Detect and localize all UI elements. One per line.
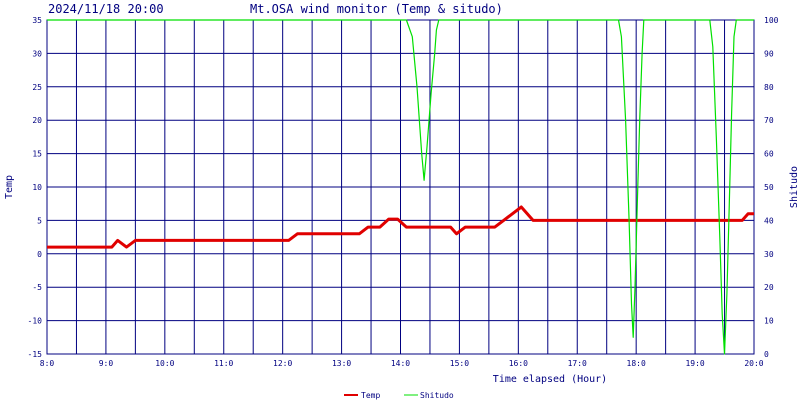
left-axis-ticks: -15 -10 -5 0 5 10 15 20 25 30 35 bbox=[28, 16, 43, 359]
y-axis-left-label: Temp bbox=[4, 175, 15, 199]
y-left-tick-label: 0 bbox=[37, 250, 42, 259]
y-left-tick-label: 15 bbox=[32, 150, 42, 159]
y-left-tick-label: 30 bbox=[32, 49, 42, 58]
y-right-tick-label: 20 bbox=[764, 283, 774, 292]
y-left-tick-label: 35 bbox=[32, 16, 42, 25]
x-tick-label: 17:0 bbox=[568, 359, 587, 368]
y-right-tick-label: 70 bbox=[764, 116, 774, 125]
y-right-tick-label: 100 bbox=[764, 16, 779, 25]
x-tick-label: 12:0 bbox=[273, 359, 292, 368]
x-tick-label: 14:0 bbox=[391, 359, 410, 368]
legend: Temp Shitudo bbox=[344, 391, 454, 400]
legend-label-temp: Temp bbox=[361, 391, 380, 400]
x-tick-label: 10:0 bbox=[155, 359, 174, 368]
y-right-tick-label: 40 bbox=[764, 216, 774, 225]
y-axis-right-label: Shitudo bbox=[789, 166, 800, 208]
x-tick-label: 16:0 bbox=[509, 359, 528, 368]
x-tick-label: 19:0 bbox=[685, 359, 704, 368]
y-left-tick-label: -15 bbox=[28, 350, 43, 359]
right-axis-ticks: 0 10 20 30 40 50 60 70 80 90 100 bbox=[764, 16, 779, 359]
y-right-tick-label: 90 bbox=[764, 49, 774, 58]
x-tick-label: 11:0 bbox=[214, 359, 233, 368]
x-tick-label: 13:0 bbox=[332, 359, 351, 368]
grid bbox=[46, 19, 755, 355]
legend-label-shitudo: Shitudo bbox=[420, 391, 454, 400]
x-tick-label: 20:0 bbox=[744, 359, 763, 368]
y-right-tick-label: 50 bbox=[764, 183, 774, 192]
x-tick-label: 9:0 bbox=[99, 359, 114, 368]
series-layer bbox=[47, 19, 754, 355]
series-line-shitudo bbox=[47, 19, 754, 355]
y-right-tick-label: 10 bbox=[764, 317, 774, 326]
chart-timestamp: 2024/11/18 20:00 bbox=[48, 2, 164, 16]
chart-title: Mt.OSA wind monitor (Temp & situdo) bbox=[250, 2, 503, 16]
x-axis-label: Time elapsed (Hour) bbox=[493, 374, 607, 385]
x-axis-ticks: 8:0 9:0 10:0 11:0 12:0 13:0 14:0 15:0 16:0 17:0 18… bbox=[40, 359, 764, 368]
y-left-tick-label: 25 bbox=[32, 83, 42, 92]
y-left-tick-label: 5 bbox=[37, 216, 42, 225]
x-tick-label: 15:0 bbox=[450, 359, 469, 368]
y-left-tick-label: 10 bbox=[32, 183, 42, 192]
y-right-tick-label: 30 bbox=[764, 250, 774, 259]
y-left-tick-label: -10 bbox=[28, 317, 43, 326]
y-right-tick-label: 80 bbox=[764, 83, 774, 92]
y-left-tick-label: -5 bbox=[32, 283, 42, 292]
series-line-temp bbox=[47, 205, 754, 249]
y-left-tick-label: 20 bbox=[32, 116, 42, 125]
x-tick-label: 8:0 bbox=[40, 359, 55, 368]
y-right-tick-label: 60 bbox=[764, 150, 774, 159]
x-tick-label: 18:0 bbox=[627, 359, 646, 368]
y-right-tick-label: 0 bbox=[764, 350, 769, 359]
